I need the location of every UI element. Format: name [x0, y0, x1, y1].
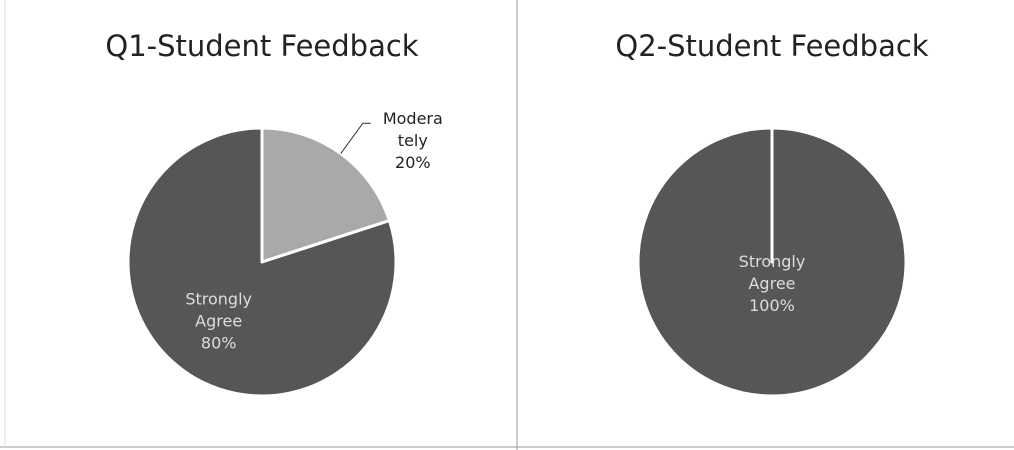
leader-line	[340, 122, 371, 154]
pie-slice	[636, 126, 908, 398]
category-line: Strongly	[185, 289, 252, 308]
category-label: Modera tely	[383, 109, 443, 150]
category-line: Strongly	[739, 252, 806, 271]
data-label: Modera tely 20%	[383, 109, 443, 172]
chart-title: Q2-Student Feedback	[615, 29, 928, 63]
value-label: 80%	[201, 333, 237, 352]
data-label: Strongly Agree 80%	[185, 289, 252, 352]
category-label: Strongly Agree	[739, 252, 806, 293]
category-line: tely	[398, 131, 428, 150]
category-line: Agree	[748, 274, 795, 293]
data-label: Strongly Agree 100%	[739, 252, 806, 315]
category-line: Modera	[383, 109, 443, 128]
pie-slice	[126, 126, 398, 398]
value-label: 20%	[395, 153, 431, 172]
category-line: Agree	[195, 311, 242, 330]
chart-title: Q1-Student Feedback	[105, 29, 418, 63]
value-label: 100%	[749, 296, 795, 315]
category-label: Strongly Agree	[185, 289, 252, 330]
